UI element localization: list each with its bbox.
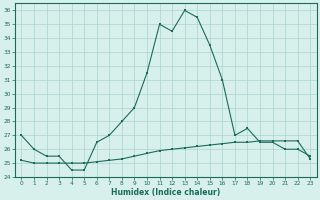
X-axis label: Humidex (Indice chaleur): Humidex (Indice chaleur): [111, 188, 220, 197]
